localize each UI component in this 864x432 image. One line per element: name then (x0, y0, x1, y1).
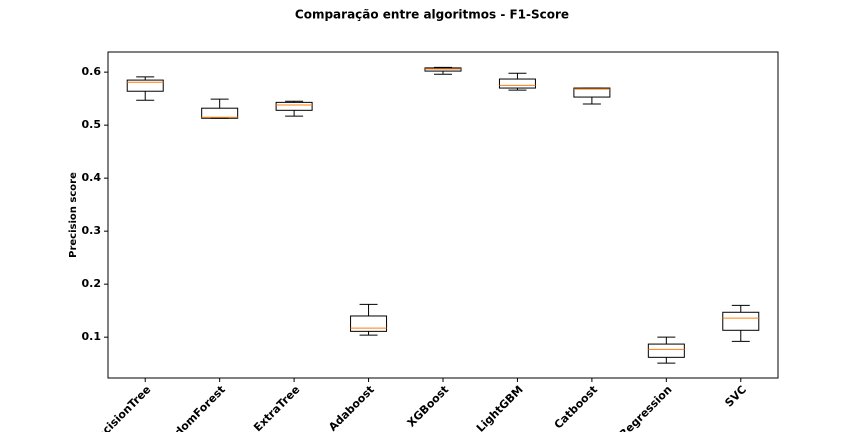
x-tick-label: Catboost (552, 383, 600, 431)
box (275, 101, 313, 111)
x-tick-label: Adaboost (326, 383, 377, 432)
box (126, 79, 164, 92)
x-tick-label: DecisionTree (88, 383, 153, 432)
x-tick-label: SVC (722, 383, 749, 410)
box (498, 78, 536, 89)
y-tick-label: 0.5 (82, 118, 102, 131)
box (647, 343, 685, 358)
box (424, 67, 462, 72)
chart-title: Comparação entre algoritmos - F1-Score (295, 8, 569, 22)
x-tick-label: LightGBM (474, 383, 526, 432)
x-tick-label: ExtraTree (251, 383, 302, 432)
y-tick-label: 0.3 (82, 224, 102, 237)
x-tick-label: RandomForest (155, 383, 228, 432)
y-tick-label: 0.2 (82, 277, 102, 290)
box (201, 107, 239, 119)
plot-frame (107, 51, 779, 379)
y-tick-label: 0.6 (82, 65, 102, 78)
y-tick-label: 0.4 (82, 171, 102, 184)
box (573, 87, 611, 98)
x-tick-label: XGBoost (405, 383, 452, 430)
y-axis-label: Precision score (68, 172, 79, 258)
box (722, 311, 760, 331)
y-tick-label: 0.1 (82, 330, 102, 343)
box (350, 315, 388, 332)
